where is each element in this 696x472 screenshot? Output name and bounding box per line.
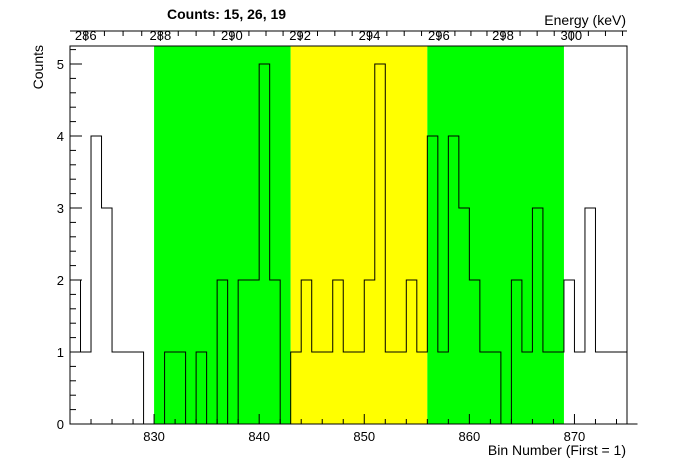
- chart-title: Counts: 15, 26, 19: [167, 6, 286, 22]
- axes: 830 840 850 860 870 0 1 2 3 4 5 286 288 290 292 294 296 2…: [57, 28, 628, 444]
- x-axis-label: Bin Number (First = 1): [488, 442, 626, 458]
- x-tick-label: 830: [143, 429, 165, 444]
- x-tick-label: 860: [459, 429, 481, 444]
- x-tick-label: 850: [353, 429, 375, 444]
- top-axis-label: Energy (keV): [544, 12, 626, 28]
- top-tick-label: 294: [359, 28, 381, 43]
- top-tick-label: 292: [289, 28, 311, 43]
- y-axis-label: Counts: [30, 45, 46, 89]
- top-tick-label: 300: [560, 28, 582, 43]
- region-2: [427, 46, 564, 424]
- histogram-line: [69, 63, 638, 425]
- region-0: [154, 46, 291, 424]
- top-tick-label: 288: [150, 28, 172, 43]
- plot-frame: [69, 45, 628, 425]
- y-tick-label: 4: [57, 129, 64, 144]
- top-tick-label: 296: [428, 28, 450, 43]
- y-tick-label: 2: [57, 273, 64, 288]
- highlight-regions: [154, 46, 564, 424]
- x-tick-label: 840: [248, 429, 270, 444]
- region-1: [290, 46, 428, 424]
- y-tick-label: 3: [57, 201, 64, 216]
- top-tick-label: 290: [221, 28, 243, 43]
- y-tick-label: 0: [57, 417, 64, 432]
- top-tick-label: 298: [492, 28, 514, 43]
- top-tick-label: 286: [75, 28, 97, 43]
- y-tick-label: 5: [57, 57, 64, 72]
- histogram-series: [69, 63, 638, 425]
- x-tick-label: 870: [564, 429, 586, 444]
- y-tick-label: 1: [57, 345, 64, 360]
